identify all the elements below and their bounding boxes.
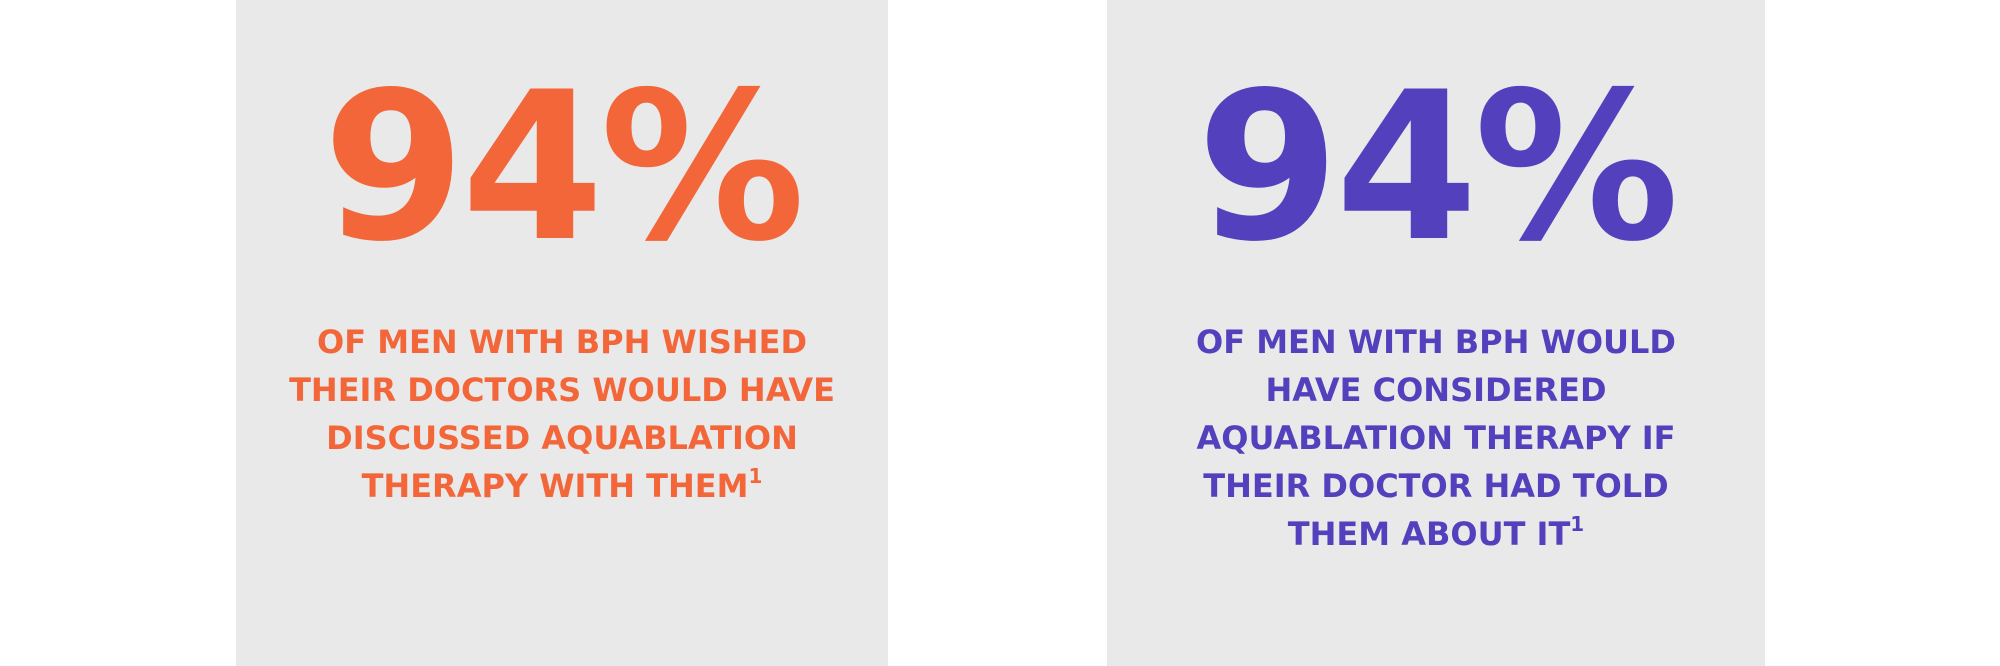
caption-line: THEIR DOCTORS WOULD HAVE	[236, 366, 888, 414]
caption-line: OF MEN WITH BPH WISHED	[236, 318, 888, 366]
caption-line: OF MEN WITH BPH WOULD	[1107, 318, 1765, 366]
stat-number: 94%	[322, 49, 806, 287]
caption-line: HAVE CONSIDERED	[1107, 366, 1765, 414]
caption: OF MEN WITH BPH WOULD HAVE CONSIDERED AQUA…	[1107, 318, 1765, 558]
footnote-ref: 1	[1570, 512, 1585, 536]
caption-text: THEM ABOUT IT	[1287, 515, 1571, 553]
stat-panel: 94% OF MEN WITH BPH WOULD HAVE CONSIDERED…	[1107, 0, 1765, 666]
caption-line: THEIR DOCTOR HAD TOLD	[1107, 462, 1765, 510]
caption-line: AQUABLATION THERAPY IF	[1107, 414, 1765, 462]
caption-text: HAVE CONSIDERED	[1265, 371, 1607, 409]
caption-text: THEIR DOCTOR HAD TOLD	[1203, 467, 1669, 505]
caption-line: DISCUSSED AQUABLATION	[236, 414, 888, 462]
caption-text: OF MEN WITH BPH WOULD	[1196, 323, 1676, 361]
footnote-ref: 1	[748, 464, 763, 488]
caption: OF MEN WITH BPH WISHED THEIR DOCTORS WOUL…	[236, 318, 888, 510]
caption-text: OF MEN WITH BPH WISHED	[317, 323, 807, 361]
caption-text: DISCUSSED AQUABLATION	[326, 419, 798, 457]
stat-panel: 94% OF MEN WITH BPH WISHED THEIR DOCTORS …	[236, 0, 888, 666]
caption-text: AQUABLATION THERAPY IF	[1196, 419, 1676, 457]
stat-number: 94%	[1196, 49, 1680, 287]
caption-text: THEIR DOCTORS WOULD HAVE	[289, 371, 835, 409]
caption-line: THEM ABOUT IT1	[1107, 510, 1765, 558]
caption-text: THERAPY WITH THEM	[361, 467, 749, 505]
caption-line: THERAPY WITH THEM1	[236, 462, 888, 510]
